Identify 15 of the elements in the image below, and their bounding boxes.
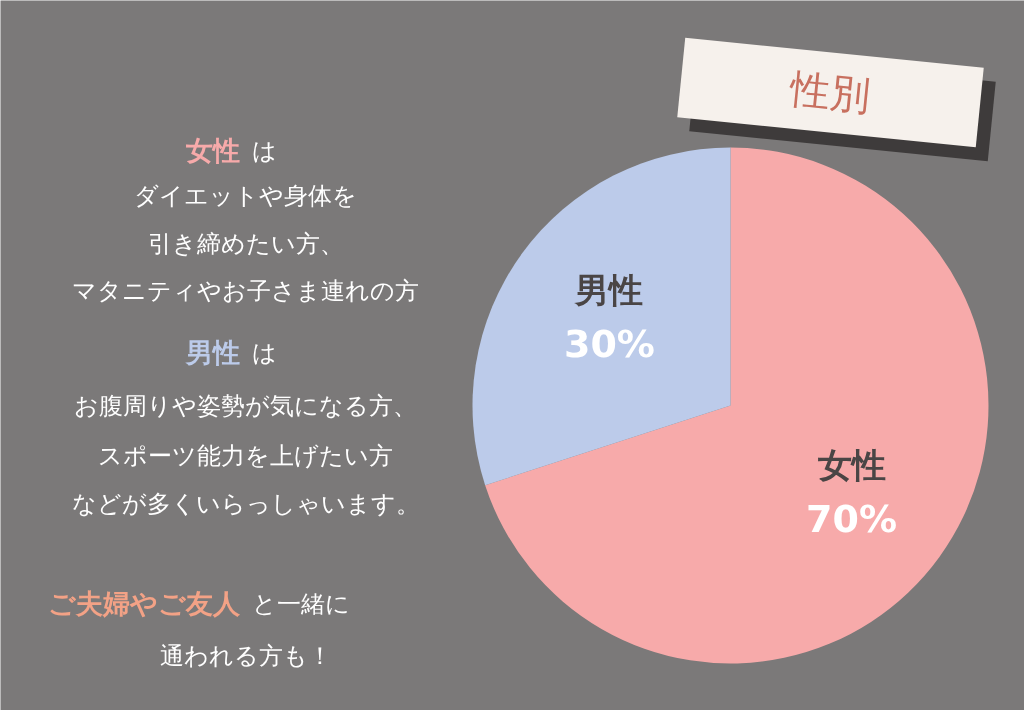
chart-title: 性別: [786, 65, 873, 120]
text: 男性 は: [184, 337, 277, 368]
data-label: 70%: [806, 497, 898, 542]
slice-label: 男性: [574, 269, 644, 310]
text: ダイエットや身体を: [134, 181, 357, 210]
text: お腹周りや姿勢が気になる方、: [74, 391, 417, 420]
text: 引き締めたい方、: [147, 229, 344, 258]
text: ご夫婦やご友人 と一緒に: [47, 588, 350, 619]
text: などが多くいらっしゃいます。: [71, 489, 420, 518]
text: 通われる方も！: [159, 641, 332, 670]
slice-label: 女性: [816, 445, 886, 486]
text: マタニティやお子さま連れの方: [72, 276, 419, 305]
data-label: 30%: [563, 321, 655, 366]
text: 女性 は: [184, 135, 277, 166]
text: スポーツ能力を上げたい方: [98, 441, 393, 470]
